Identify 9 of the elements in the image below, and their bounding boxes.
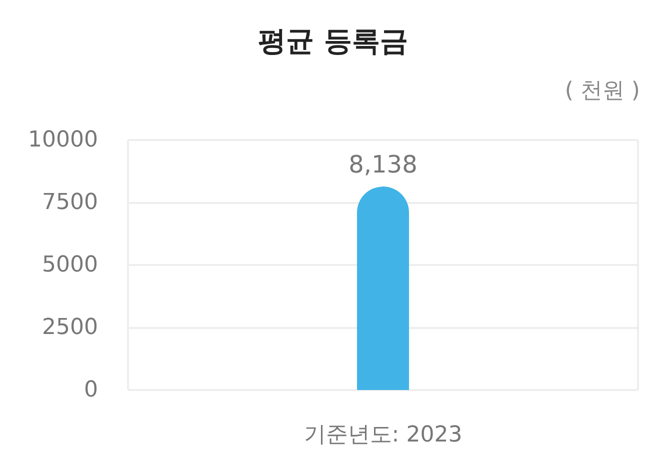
y-axis-title: ( 천원 ) xyxy=(564,78,640,104)
chart-title: 평균 등록금 xyxy=(258,24,408,58)
data-label: 8,138 xyxy=(348,150,418,179)
y-tick-label: 0 xyxy=(84,378,98,402)
y-tick-label: 5000 xyxy=(42,252,98,278)
y-tick-label: 2500 xyxy=(42,315,98,340)
y-tick-label: 7500 xyxy=(42,190,98,215)
y-tick-label: 10000 xyxy=(28,128,98,152)
x-tick-label: 기준년도: 2023 xyxy=(304,422,462,448)
